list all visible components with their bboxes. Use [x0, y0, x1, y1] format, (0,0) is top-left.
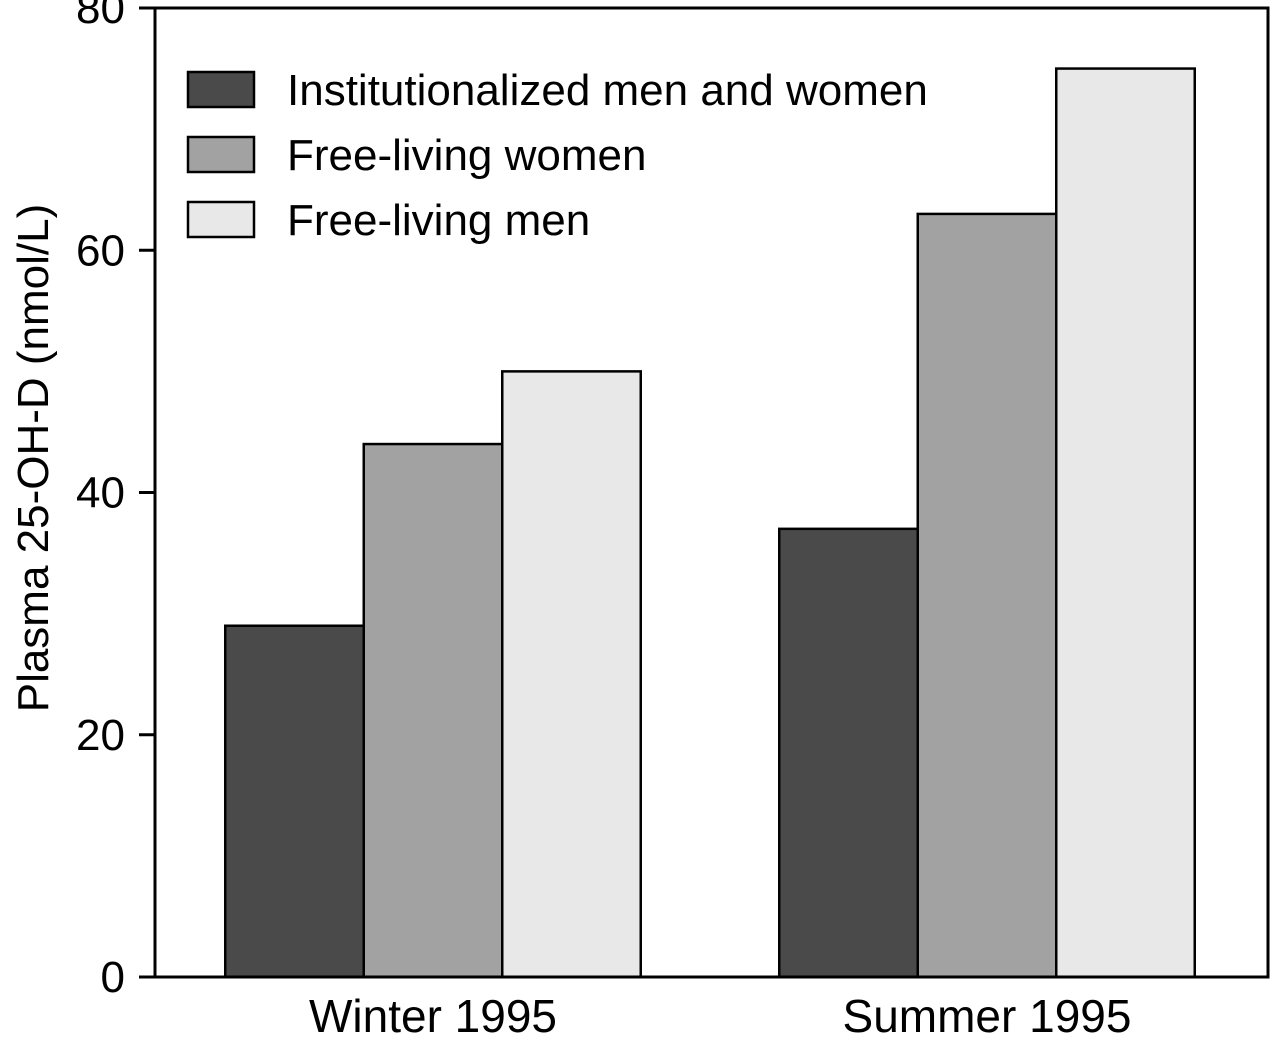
x-category-label: Summer 1995 — [843, 990, 1132, 1042]
bar-1-2 — [778, 527, 919, 979]
legend: Institutionalized men and women Free-livi… — [186, 66, 928, 245]
x-axis: Winter 1995 Summer 1995 — [309, 990, 1131, 1042]
legend-swatch — [186, 200, 256, 239]
legend-swatch — [186, 135, 256, 174]
legend-swatch — [186, 70, 256, 109]
y-tick-label: 80 — [76, 0, 125, 33]
y-axis-title: Plasma 25-OH-D (nmol/L) — [9, 204, 58, 713]
y-axis: 0 20 40 60 80 — [76, 0, 155, 1002]
legend-label: Institutionalized men and women — [287, 66, 928, 115]
y-tick-label: 60 — [76, 226, 125, 275]
x-category-label: Winter 1995 — [309, 990, 557, 1042]
bar-1-1 — [224, 624, 365, 979]
legend-label: Free-living women — [287, 131, 646, 180]
bar-2-1 — [362, 442, 504, 979]
y-tick-label: 40 — [76, 469, 125, 518]
bars-group — [224, 67, 1196, 979]
bar-3-2 — [1055, 67, 1196, 979]
legend-label: Free-living men — [287, 196, 590, 245]
y-tick-label: 20 — [76, 711, 125, 760]
y-tick-label: 0 — [101, 953, 125, 1002]
bar-3-1 — [501, 370, 642, 979]
bar-2-2 — [916, 212, 1058, 979]
